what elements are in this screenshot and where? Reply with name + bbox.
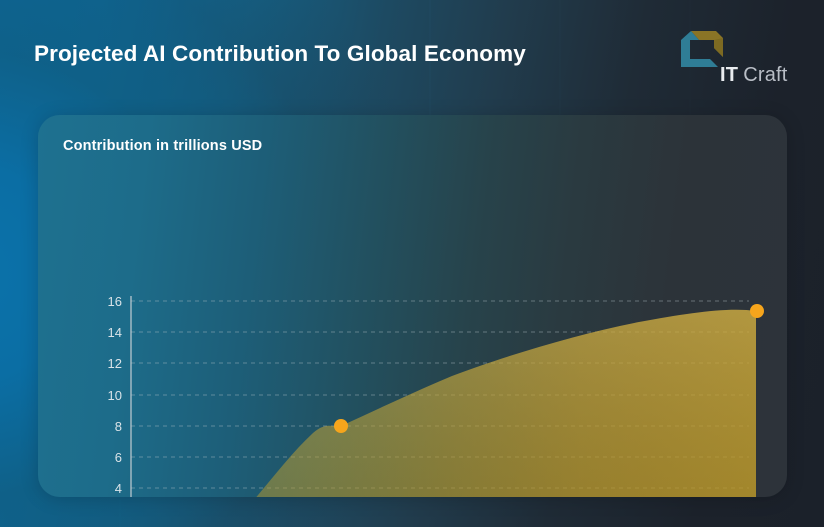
data-point-2025[interactable] bbox=[334, 419, 348, 433]
logo-text-it: IT bbox=[720, 64, 739, 86]
logo-wordmark: IT Craft bbox=[720, 65, 788, 85]
y-tick-4: 4 bbox=[115, 481, 122, 496]
y-tick-12: 12 bbox=[108, 356, 122, 371]
y-tick-8: 8 bbox=[115, 419, 122, 434]
page-title: Projected AI Contribution To Global Econ… bbox=[34, 41, 526, 66]
chart-plot-area: 16 14 12 10 8 6 4 2 0 2023 2024 2025 202… bbox=[38, 115, 787, 497]
it-craft-logo-mark bbox=[681, 31, 723, 67]
area-chart: 16 14 12 10 8 6 4 2 0 2023 2024 2025 202… bbox=[108, 294, 764, 497]
axis-lines bbox=[130, 296, 132, 497]
y-tick-6: 6 bbox=[115, 450, 122, 465]
y-tick-14: 14 bbox=[108, 325, 122, 340]
series-area bbox=[256, 309, 756, 497]
chart-card: Contribution in trillions USD bbox=[38, 115, 787, 497]
data-points bbox=[334, 304, 764, 433]
chart-subtitle: Contribution in trillions USD bbox=[63, 138, 263, 154]
data-point-2030[interactable] bbox=[750, 304, 764, 318]
y-axis-labels: 16 14 12 10 8 6 4 2 0 bbox=[108, 294, 122, 496]
y-tick-16: 16 bbox=[108, 294, 122, 309]
logo: IT Craft bbox=[678, 28, 794, 86]
header: Projected AI Contribution To Global Econ… bbox=[0, 0, 824, 115]
y-tick-10: 10 bbox=[108, 388, 122, 403]
logo-text-craft: Craft bbox=[743, 64, 788, 86]
